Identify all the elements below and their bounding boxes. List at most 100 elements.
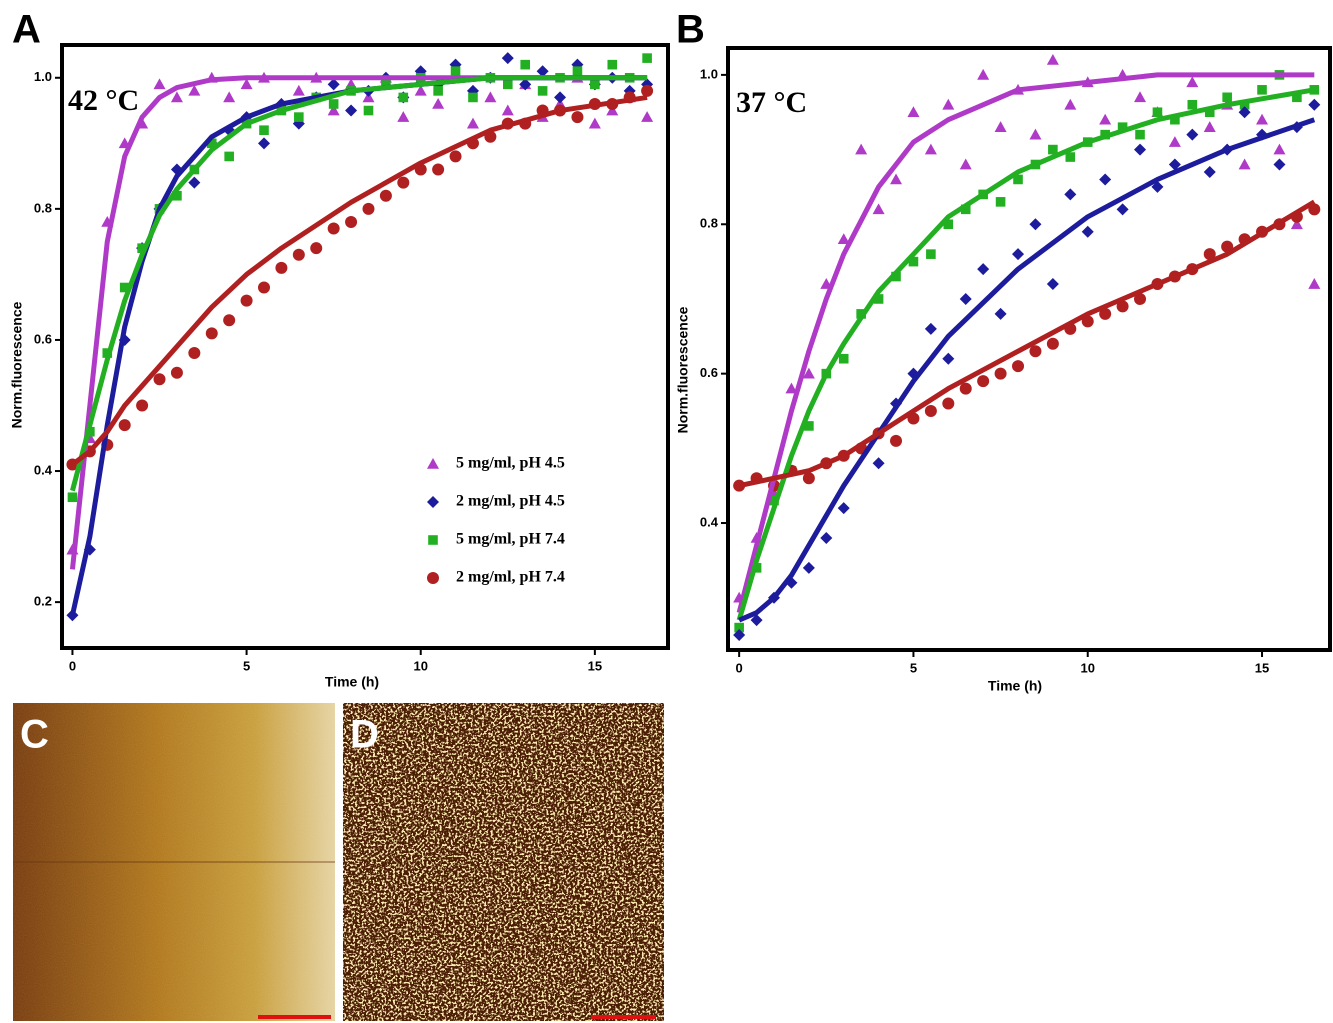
data-point xyxy=(67,492,78,503)
data-point xyxy=(924,404,937,417)
data-point xyxy=(258,281,270,294)
data-point xyxy=(942,397,955,410)
data-point xyxy=(1099,113,1112,125)
data-point xyxy=(994,307,1007,320)
data-point xyxy=(1048,144,1058,155)
data-point xyxy=(942,98,955,110)
data-point xyxy=(1203,121,1216,132)
data-point xyxy=(959,292,972,305)
data-point xyxy=(381,79,391,90)
fit-line xyxy=(70,94,648,467)
data-point xyxy=(170,366,183,379)
fit-line xyxy=(736,87,1315,621)
data-point xyxy=(432,97,445,109)
data-point xyxy=(942,352,955,365)
data-point xyxy=(136,399,149,412)
data-point xyxy=(977,375,990,388)
data-point xyxy=(1046,278,1059,291)
data-point xyxy=(837,502,850,515)
data-point xyxy=(995,197,1006,207)
legend-label: 5 mg/ml, pH 7.4 xyxy=(456,531,565,548)
data-point xyxy=(362,202,375,215)
data-point xyxy=(292,84,305,96)
legend: 5 mg/ml, pH 4.5 2 mg/ml, pH 4.5 5 mg/ml, p… xyxy=(427,455,565,586)
data-point xyxy=(450,66,461,77)
data-point xyxy=(449,150,462,163)
data-point xyxy=(137,243,147,253)
y-tick-label: 0.4 xyxy=(700,514,719,529)
data-point xyxy=(1135,129,1145,140)
data-point xyxy=(926,249,936,259)
data-point xyxy=(379,189,392,202)
x-tick-label: 0 xyxy=(736,660,743,675)
data-point xyxy=(1203,248,1216,261)
plot-frame xyxy=(726,46,1332,652)
data-point xyxy=(1292,92,1302,103)
data-point xyxy=(118,419,131,432)
data-point xyxy=(977,263,990,276)
data-point xyxy=(205,327,218,340)
data-point xyxy=(397,111,410,122)
panel-letter: D xyxy=(350,713,379,757)
data-point xyxy=(1168,158,1181,171)
data-point xyxy=(1099,307,1112,320)
data-point xyxy=(484,91,497,103)
data-point xyxy=(873,294,884,304)
data-point xyxy=(519,78,532,91)
data-point xyxy=(1273,143,1286,155)
data-point xyxy=(259,125,269,136)
data-point xyxy=(588,117,601,129)
data-point xyxy=(1290,218,1303,230)
data-point xyxy=(240,78,253,90)
data-point xyxy=(1064,98,1077,110)
legend-label: 2 mg/ml, pH 7.4 xyxy=(456,569,565,586)
panel-letter: B xyxy=(676,8,705,52)
data-point xyxy=(1238,158,1251,170)
legend-marker xyxy=(427,458,439,469)
data-point xyxy=(170,91,183,103)
data-point xyxy=(1168,136,1181,147)
x-tick-label: 0 xyxy=(69,658,76,673)
x-tick-label: 5 xyxy=(910,660,917,675)
data-point xyxy=(1029,345,1042,358)
data-point xyxy=(1170,114,1180,125)
annotation: 37 °C xyxy=(736,86,807,119)
data-point xyxy=(837,233,850,245)
plot-area xyxy=(66,52,654,622)
data-point xyxy=(345,215,358,228)
data-point xyxy=(1029,128,1042,140)
data-point xyxy=(1308,278,1321,289)
data-point xyxy=(1257,85,1267,95)
data-point xyxy=(327,78,340,91)
legend-label: 2 mg/ml, pH 4.5 xyxy=(456,493,565,510)
panel-letter: C xyxy=(20,713,49,757)
fit-line xyxy=(736,72,1315,614)
legend-label: 5 mg/ml, pH 4.5 xyxy=(456,455,565,472)
data-point xyxy=(398,92,409,103)
y-tick-label: 1.0 xyxy=(700,66,718,81)
data-point xyxy=(804,421,814,431)
data-point xyxy=(838,353,849,364)
y-tick-label: 0.6 xyxy=(700,365,718,380)
data-point xyxy=(890,434,903,447)
data-point xyxy=(223,91,236,103)
data-point xyxy=(641,111,654,122)
data-point xyxy=(1134,91,1147,103)
y-tick-label: 0.2 xyxy=(34,594,52,609)
image-d xyxy=(343,703,664,1021)
y-tick-label: 1.0 xyxy=(34,69,52,84)
data-point xyxy=(641,84,654,97)
data-point xyxy=(1204,107,1215,118)
annotation: 42 °C xyxy=(68,84,139,117)
data-point xyxy=(1012,248,1025,261)
data-point xyxy=(734,622,744,633)
y-tick-label: 0.8 xyxy=(34,200,52,215)
data-point xyxy=(172,190,182,201)
data-point xyxy=(855,143,868,155)
data-point xyxy=(607,59,618,70)
data-point xyxy=(1273,158,1286,171)
data-point xyxy=(363,105,374,116)
data-point xyxy=(554,91,567,104)
data-point xyxy=(275,261,288,274)
